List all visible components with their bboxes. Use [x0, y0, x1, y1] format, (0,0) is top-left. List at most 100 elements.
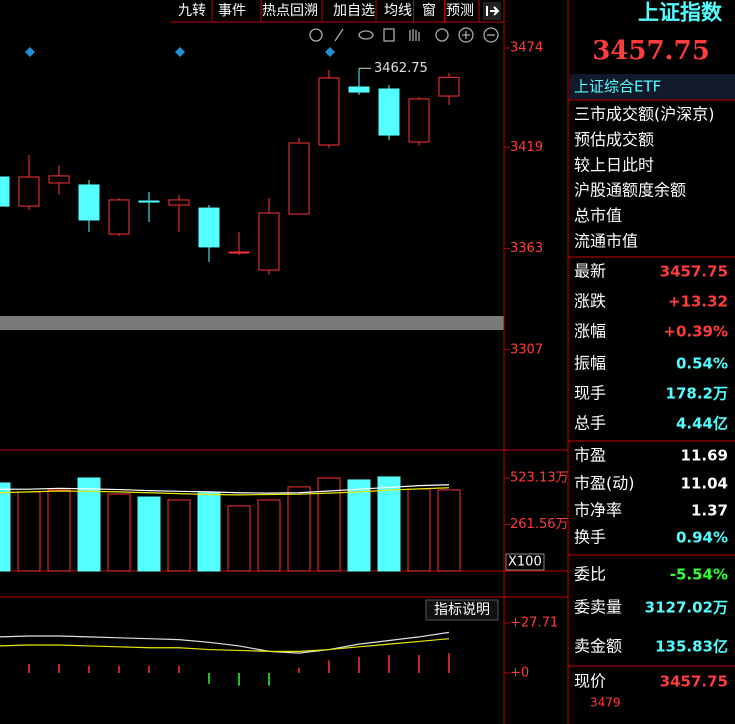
- indicator-line: [0, 631, 450, 654]
- unit-box: [505, 553, 545, 571]
- volume-bar: [407, 488, 431, 572]
- search-icon[interactable]: [435, 28, 449, 42]
- volume-bar: [167, 499, 191, 572]
- candle-body: [0, 176, 10, 207]
- quote-value: 135.83亿: [655, 638, 728, 656]
- quote-value: 3457.75: [660, 673, 728, 691]
- quote-link[interactable]: 三市成交额(沪深京): [574, 105, 715, 124]
- candle-body: [258, 212, 280, 271]
- volume-unit: X100: [508, 555, 542, 570]
- quote-link[interactable]: 预估成交额: [574, 130, 654, 149]
- zoom-in-icon[interactable]: [458, 27, 474, 43]
- volume-bar: [47, 489, 71, 572]
- y-tick-label: 523.13万: [510, 470, 569, 485]
- quote-link[interactable]: 流通市值: [574, 232, 638, 251]
- toolbar-button[interactable]: 热点回溯: [262, 3, 318, 19]
- candle-body: [378, 88, 400, 136]
- candle-body: [348, 86, 370, 93]
- volume-bar: [437, 489, 461, 572]
- draw-icon[interactable]: [334, 28, 344, 42]
- quote-value: 0.94%: [676, 529, 728, 547]
- quote-link[interactable]: 较上日此时: [574, 155, 654, 174]
- quote-value: 1.37: [691, 502, 728, 520]
- quote-link[interactable]: 沪股通额度余额: [574, 181, 686, 200]
- quote-value: 178.2万: [666, 385, 728, 403]
- hand-icon[interactable]: [409, 29, 420, 41]
- volume-bar: [257, 499, 281, 572]
- zoom-out-icon[interactable]: [483, 27, 499, 43]
- candle-body: [408, 98, 430, 143]
- candle-body: [168, 199, 190, 206]
- quote-label: 涨跌: [574, 292, 606, 311]
- indicator-line: [0, 487, 450, 496]
- quote-label: 卖金额: [574, 637, 622, 656]
- quote-value: -5.54%: [670, 566, 728, 584]
- settings-icon[interactable]: [309, 28, 323, 42]
- event-markers: [25, 47, 335, 57]
- quote-value: +13.32: [668, 293, 728, 311]
- toolbar-button[interactable]: 均线: [384, 3, 412, 19]
- y-tick-label: 3474: [510, 40, 543, 55]
- collapse-icon: [486, 6, 500, 16]
- volume-bar: [227, 505, 251, 572]
- volume-bar: [317, 477, 341, 572]
- etf-bar: [569, 74, 735, 99]
- toolbar-button[interactable]: 事件: [218, 3, 246, 19]
- quote-value: 3457.75: [660, 263, 728, 281]
- event-marker[interactable]: [175, 47, 185, 57]
- quote-label: 涨幅: [574, 322, 606, 341]
- quote-value: 11.69: [681, 447, 728, 465]
- volume-bar: [347, 479, 371, 572]
- copy-icon[interactable]: [383, 28, 395, 42]
- quote-label: 委比: [574, 565, 606, 584]
- quote-label: 市净率: [574, 501, 622, 520]
- candle-body: [78, 184, 100, 221]
- quote-label: 振幅: [574, 354, 606, 373]
- eye-icon[interactable]: [358, 30, 374, 40]
- quote-label: 市盈: [574, 446, 606, 465]
- candle-body: [228, 251, 250, 254]
- candle-body: [438, 76, 460, 97]
- indicator-button[interactable]: [425, 599, 499, 621]
- quote-label: 现手: [574, 384, 606, 403]
- volume-bar: [197, 492, 221, 572]
- volume-bar: [137, 496, 161, 572]
- event-marker[interactable]: [325, 47, 335, 57]
- candle-body: [108, 199, 130, 235]
- quote-value: 4.44亿: [676, 415, 728, 433]
- volume-bar: [77, 477, 101, 572]
- quote-label: 换手: [574, 528, 606, 547]
- indicator-line: [0, 484, 450, 494]
- y-tick-label: 3419: [510, 140, 543, 155]
- volume-bar: [17, 491, 41, 572]
- quote-label: 总手: [574, 414, 606, 433]
- y-tick-label: 3363: [510, 241, 543, 256]
- gray-band: [0, 316, 504, 330]
- toolbar-button[interactable]: 九转: [178, 3, 206, 19]
- toolbar-button[interactable]: 窗: [422, 2, 436, 19]
- quote-price: 3457.75: [592, 36, 710, 66]
- footer-price: 3479: [590, 696, 621, 710]
- high-annotation: 3462.75: [374, 61, 428, 76]
- toolbar-button[interactable]: 加自选: [333, 3, 375, 19]
- quote-value: 11.04: [681, 475, 728, 493]
- chart-tools: [309, 27, 499, 43]
- quote-value: +0.39%: [663, 323, 728, 341]
- indicator-line: [0, 638, 450, 652]
- volume-bar: [287, 486, 311, 572]
- event-marker[interactable]: [25, 47, 35, 57]
- toolbar-button[interactable]: 预测: [446, 3, 474, 19]
- y-tick-label: +27.71: [510, 615, 558, 630]
- candle-body: [198, 207, 220, 248]
- quote-label: 市盈(动): [574, 474, 635, 493]
- candle-body: [288, 142, 310, 215]
- etf-label[interactable]: 上证综合ETF: [574, 78, 661, 96]
- quote-value: 3127.02万: [645, 599, 728, 617]
- indicator-button-label: 指标说明: [434, 602, 490, 618]
- volume-bar: [0, 482, 11, 572]
- candle-body: [318, 77, 340, 146]
- quote-link[interactable]: 总市值: [574, 206, 622, 225]
- quote-label: 委卖量: [574, 598, 622, 617]
- quote-label: 现价: [574, 672, 606, 691]
